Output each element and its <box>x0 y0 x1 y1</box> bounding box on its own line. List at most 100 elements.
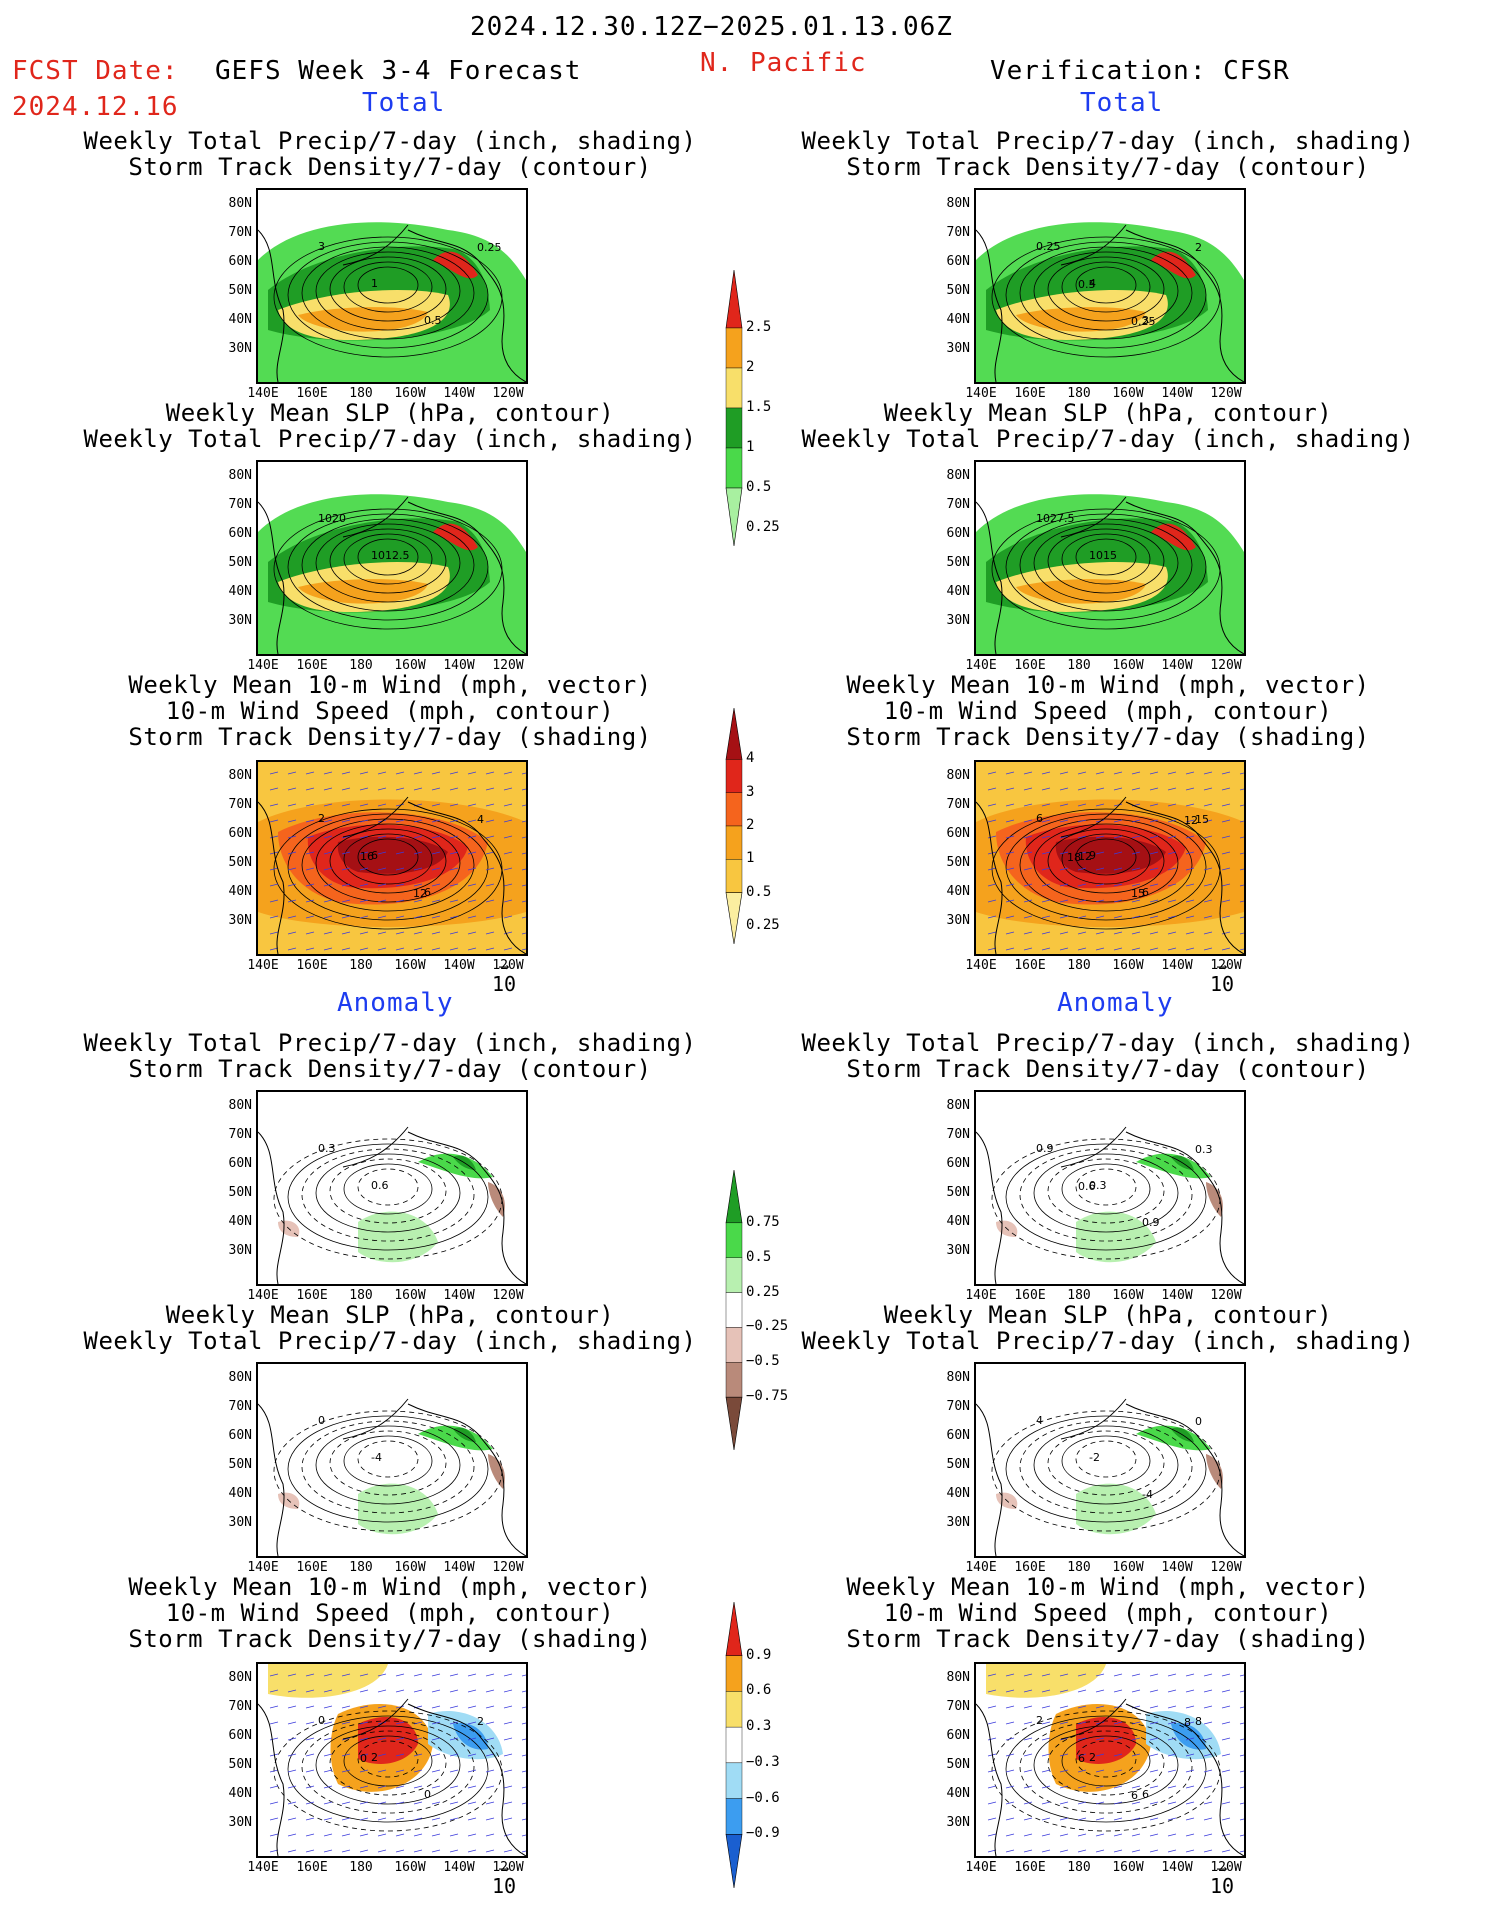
lat-tick: 40N <box>946 1214 970 1229</box>
lon-tick: 140E <box>247 1860 279 1875</box>
lat-tick: 40N <box>946 884 970 899</box>
lon-tick: 160W <box>394 386 426 401</box>
lat-tick: 30N <box>228 341 252 356</box>
map-panel-l1: 3 1 0.5 0.25 <box>256 188 528 384</box>
lon-tick: 160E <box>296 658 328 673</box>
contour-label: 0.3 <box>1089 1179 1107 1192</box>
colorbar-label: −0.3 <box>746 1753 780 1770</box>
contour-label: 2 <box>318 812 325 825</box>
colorbar-label: 1.5 <box>746 399 772 415</box>
lon-tick: 140W <box>443 958 475 973</box>
title-r4: Weekly Total Precip/7-day (inch, shading… <box>801 1029 1415 1083</box>
section-total-left: Total <box>362 88 446 118</box>
title-r6: Weekly Mean 10-m Wind (mph, vector) 10-m … <box>846 1573 1370 1653</box>
contour-label: 0.9 <box>1036 1142 1054 1155</box>
colorbar-label: 2 <box>746 817 755 833</box>
lat-tick: 30N <box>228 913 252 928</box>
colorbar-label: 0.3 <box>746 1718 772 1735</box>
map-r1: 0.25 4 3 2 0.5 0.25 <box>976 222 1244 382</box>
vector-ref-r6: ⟶ 10 <box>1209 1861 1235 1898</box>
colorbar-label: 0.25 <box>746 1283 780 1300</box>
lat-tick: 80N <box>946 1098 970 1113</box>
lat-tick: 30N <box>228 1243 252 1258</box>
lat-tick: 70N <box>228 497 252 512</box>
lat-tick: 70N <box>946 225 970 240</box>
lon-tick: 120W <box>1210 1288 1242 1303</box>
lon-tick: 160W <box>1112 1288 1144 1303</box>
lat-tick: 40N <box>228 1214 252 1229</box>
colorbar-label: 0.5 <box>746 883 772 900</box>
lon-tick: 140E <box>965 1560 997 1575</box>
lat-tick: 60N <box>228 526 252 541</box>
lon-tick: 140E <box>965 386 997 401</box>
lon-tick: 120W <box>1210 1860 1242 1875</box>
lat-tick: 70N <box>946 797 970 812</box>
lon-tick: 140W <box>1161 1560 1193 1575</box>
contour-label: 6 <box>424 886 431 899</box>
title-r3: Weekly Mean 10-m Wind (mph, vector) 10-m … <box>846 671 1370 751</box>
contour-label: 0 <box>318 1714 325 1727</box>
contour-label: 0 <box>1195 1415 1202 1428</box>
contour-label: 1020 <box>318 512 346 525</box>
lon-tick: 160E <box>296 386 328 401</box>
map-panel-l3: 2 6 6 4 16 12 <box>256 760 528 956</box>
lat-tick: 40N <box>946 312 970 327</box>
contour-label: 2 <box>371 1751 378 1764</box>
lon-tick: 140W <box>443 386 475 401</box>
lon-tick: 140W <box>1161 958 1193 973</box>
lat-tick: 30N <box>228 613 252 628</box>
lat-tick: 80N <box>228 468 252 483</box>
map-panel-l4: 0.3 0.6 <box>256 1090 528 1286</box>
lon-tick: 140W <box>1161 1860 1193 1875</box>
lon-tick: 140E <box>247 658 279 673</box>
lat-tick: 70N <box>946 1399 970 1414</box>
lat-tick: 80N <box>228 1370 252 1385</box>
colorbar-label: 0.25 <box>746 917 780 933</box>
map-r2: 1027.5 1015 <box>976 494 1244 654</box>
map-panel-l5: 0 -4 <box>256 1362 528 1558</box>
lon-tick: 120W <box>492 1860 524 1875</box>
contour-label: 12 <box>413 887 427 900</box>
contour-label: 1015 <box>1089 549 1117 562</box>
lon-tick: 120W <box>1210 658 1242 673</box>
contour-label: 12 <box>1184 814 1198 827</box>
lat-tick: 60N <box>946 254 970 269</box>
lon-tick: 180 <box>1067 1288 1091 1303</box>
colorbar-label: −0.6 <box>746 1789 780 1806</box>
lon-tick: 160E <box>1014 1288 1046 1303</box>
lon-tick: 160E <box>1014 658 1046 673</box>
colorbar-label: 2.5 <box>746 319 772 335</box>
lon-tick: 180 <box>349 958 373 973</box>
colorbar-label: 0.5 <box>746 479 772 495</box>
contour-label: 0.6 <box>1078 1180 1096 1193</box>
title-l1: Weekly Total Precip/7-day (inch, shading… <box>83 127 697 181</box>
lon-tick: 140E <box>965 1288 997 1303</box>
lat-tick: 40N <box>228 1486 252 1501</box>
map-r4: 0.90.30.90.30.6 <box>976 1126 1244 1284</box>
map-panel-r4: 0.9 0.3 0.9 0.3 0.6 <box>974 1090 1246 1286</box>
contour-label: 4 <box>1036 1414 1043 1427</box>
lon-tick: 140W <box>443 1560 475 1575</box>
lat-tick: 50N <box>228 1185 252 1200</box>
lon-tick: 140W <box>1161 658 1193 673</box>
contour-label: 12 <box>1078 850 1092 863</box>
contour-label: 8 <box>1195 1715 1202 1728</box>
contour-label: 3 <box>318 240 325 253</box>
lat-tick: 30N <box>946 613 970 628</box>
lat-tick: 60N <box>946 826 970 841</box>
lat-tick: 50N <box>228 555 252 570</box>
lon-tick: 160E <box>296 1288 328 1303</box>
lon-tick: 160E <box>296 958 328 973</box>
contour-label: 8 <box>1184 1716 1191 1729</box>
vector-ref-l6: ⟶ 10 <box>491 1861 517 1898</box>
lat-tick: 30N <box>946 341 970 356</box>
lon-tick: 160E <box>1014 386 1046 401</box>
lon-tick: 180 <box>1067 958 1091 973</box>
contour-label: 2 <box>477 1715 484 1728</box>
lat-tick: 60N <box>228 254 252 269</box>
lon-tick: 120W <box>1210 386 1242 401</box>
lon-tick: 160W <box>394 1560 426 1575</box>
